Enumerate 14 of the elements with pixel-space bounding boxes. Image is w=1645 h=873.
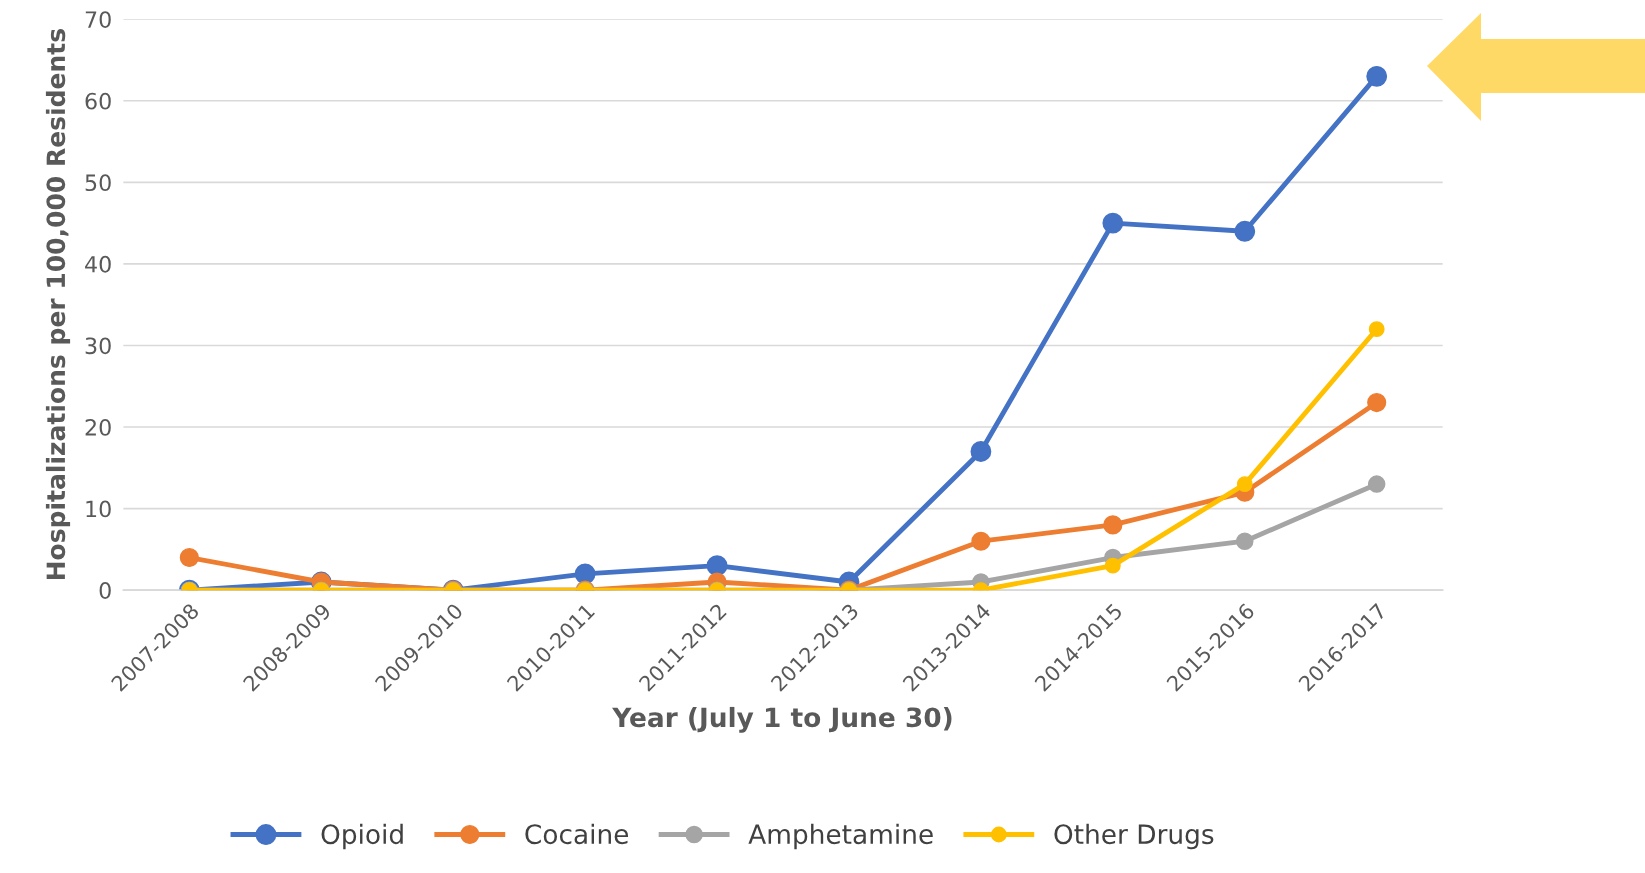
legend-label: Cocaine bbox=[525, 823, 629, 845]
y-axis-title: Hospitalizations per 100,000 Residents bbox=[45, 29, 71, 580]
y-tick-label: 60 bbox=[85, 92, 111, 110]
y-tick-label: 50 bbox=[85, 174, 111, 192]
y-tick-label: 0 bbox=[99, 582, 111, 599]
y-tick-label: 40 bbox=[85, 255, 111, 273]
legend-label: Amphetamine bbox=[748, 823, 933, 850]
legend-label: Other Drugs bbox=[1054, 823, 1214, 850]
y-tick-label: 20 bbox=[85, 418, 111, 436]
x-axis-title: Year (July 1 to June 30) bbox=[612, 706, 952, 733]
y-tick-label: 30 bbox=[85, 337, 111, 355]
y-tick-label: 70 bbox=[85, 11, 111, 28]
legend-label: Opioid bbox=[321, 823, 403, 850]
y-tick-label: 10 bbox=[86, 500, 111, 518]
